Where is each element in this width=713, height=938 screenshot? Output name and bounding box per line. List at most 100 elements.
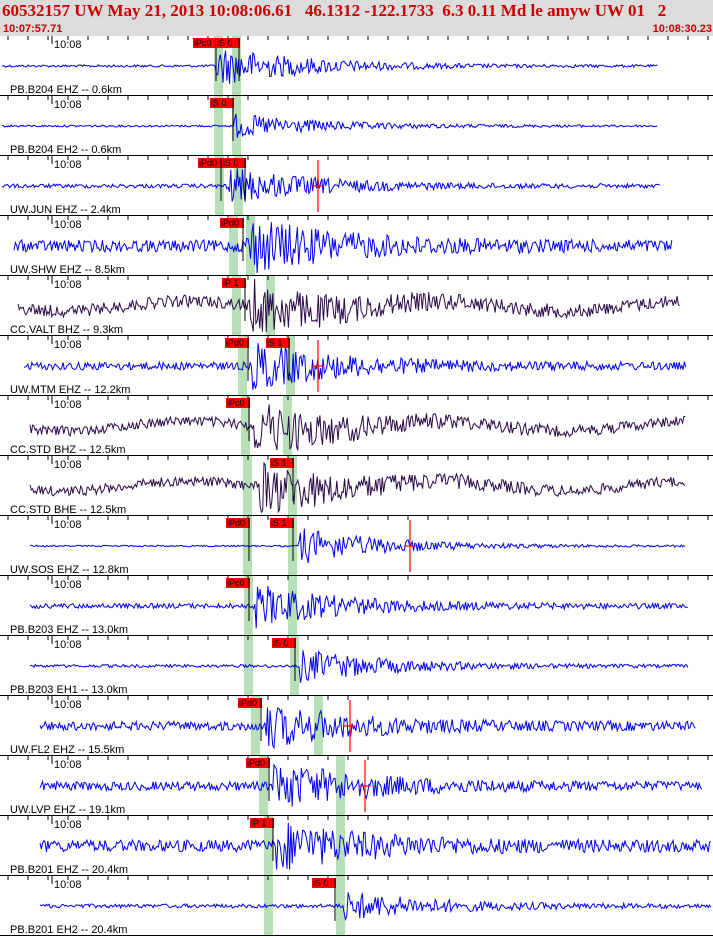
time-tick-label: 10:08: [54, 39, 82, 51]
waveform: [39, 892, 712, 922]
pick-box: [193, 38, 217, 48]
trace-row: 10:08 PB.B204 EHZ -- 0.6km iPc0 iS 0: [0, 36, 713, 96]
trace-row: 10:08 UW.JUN EHZ -- 2.4km iPd0 iS 0: [0, 156, 713, 216]
waveform: [1, 113, 658, 138]
record-header: 60532157 UW May 21, 2013 10:08:06.61 46.…: [0, 0, 713, 36]
trace-row: 10:08 CC.STD BHZ -- 12.5km iPc0: [0, 396, 713, 456]
time-tick-label: 10:08: [54, 399, 82, 411]
pick-window: [229, 216, 238, 276]
pick-label: iP 1: [251, 818, 266, 828]
pick-box: [312, 878, 336, 888]
pick-box: [226, 398, 250, 408]
pick-box: [246, 758, 270, 768]
station-label: UW.JUN EHZ -- 2.4km: [10, 204, 121, 216]
pick-box: [270, 518, 294, 528]
time-tick-label: 10:08: [54, 219, 82, 231]
station-label: UW.LVP EHZ -- 19.1km: [10, 804, 125, 816]
trace-row: 10:08 CC.VALT BHZ -- 9.3km iP 1: [0, 276, 713, 336]
pick-box: [226, 518, 250, 528]
time-tick-label: 10:08: [54, 339, 82, 351]
phase-pick: iPd0: [220, 218, 244, 261]
pick-window: [288, 576, 297, 636]
pick-window: [283, 396, 292, 456]
time-tick-label: 10:08: [54, 519, 82, 531]
phase-pick: iS 0: [210, 98, 234, 141]
pick-label: iPd0: [239, 698, 257, 708]
pick-label: iS 1: [271, 518, 287, 528]
station-label: PB.B204 EHZ -- 0.6km: [10, 84, 122, 96]
waveform: [39, 763, 703, 807]
time-tick-label: 10:08: [54, 579, 82, 591]
phase-pick: iP 1: [250, 818, 274, 861]
trace-row: 10:08 UW.SHW EHZ -- 8.5km iPd0: [0, 216, 713, 276]
pick-box: [222, 278, 246, 288]
time-tick-label: 10:08: [54, 699, 82, 711]
phase-pick: iS 1: [266, 338, 290, 381]
pick-window: [266, 276, 275, 336]
pick-label: iPc0: [194, 38, 212, 48]
station-label: UW.SHW EHZ -- 8.5km: [10, 264, 125, 276]
trace-row: 10:08 UW.SOS EHZ -- 12.8km iPd0 iS 1: [0, 516, 713, 576]
waveform: [39, 707, 696, 750]
phase-pick: iP 1: [222, 278, 246, 321]
station-label: PB.B201 EHZ -- 20.4km: [10, 864, 128, 876]
phase-pick: iPd0: [198, 158, 222, 201]
waveform: [39, 822, 712, 870]
pick-box: [250, 818, 274, 828]
pick-label: iS 0: [313, 878, 329, 888]
pick-window: [241, 396, 250, 456]
waveform: [1, 50, 658, 84]
pick-window: [286, 336, 295, 396]
pick-box: [210, 98, 234, 108]
event-title: 60532157 UW May 21, 2013 10:08:06.61 46.…: [2, 1, 667, 20]
pick-label: iS 1: [271, 458, 287, 468]
time-tick-label: 10:08: [54, 459, 82, 471]
seismogram-plot: 10:08 PB.B204 EHZ -- 0.6km iPc0 iS 0 10:08 PB…: [0, 36, 713, 936]
pick-label: iPd0: [199, 158, 217, 168]
waveform: [29, 528, 686, 563]
waveform: [29, 404, 686, 451]
pick-label: iP 1: [223, 278, 238, 288]
pick-window: [336, 876, 345, 936]
pick-box: [222, 158, 246, 168]
station-label: UW.MTM EHZ -- 12.2km: [10, 384, 130, 396]
time-tick-label: 10:08: [54, 639, 82, 651]
waveform: [1, 168, 661, 202]
phase-pick: iPc0: [226, 578, 250, 621]
station-label: PB.B203 EH1 -- 13.0km: [10, 684, 127, 696]
pick-label: iS 0: [211, 98, 227, 108]
trace-row: 10:08 PB.B204 EH2 -- 0.6km iS 0: [0, 96, 713, 156]
trace-row: 10:08 PB.B201 EHZ -- 20.4km iP 1: [0, 816, 713, 876]
station-label: CC.VALT BHZ -- 9.3km: [10, 324, 123, 336]
time-tick-label: 10:08: [54, 159, 82, 171]
pick-box: [238, 698, 262, 708]
phase-pick: iS 1: [270, 518, 294, 561]
pick-label: iS 0: [223, 158, 239, 168]
station-label: PB.B201 EH2 -- 20.4km: [10, 924, 127, 936]
waveform: [23, 343, 687, 390]
station-label: CC.STD BHZ -- 12.5km: [10, 444, 126, 456]
station-label: UW.FL2 EHZ -- 15.5km: [10, 744, 124, 756]
window-end-time: 10:08:30.23: [652, 23, 712, 35]
pick-box: [198, 158, 222, 168]
waveform: [17, 278, 680, 332]
pick-window: [336, 816, 345, 876]
pick-box: [272, 638, 296, 648]
time-tick-label: 10:08: [54, 99, 82, 111]
pick-box: [266, 338, 290, 348]
trace-row: 10:08 UW.LVP EHZ -- 19.1km iPd0: [0, 756, 713, 816]
waveform: [13, 222, 673, 274]
phase-pick: iPc0: [193, 38, 217, 81]
pick-window: [246, 216, 255, 276]
pick-label: iS 0: [217, 38, 233, 48]
pick-window: [238, 336, 247, 396]
phase-pick: iS 0: [216, 38, 240, 81]
phase-pick: iPd0: [225, 338, 249, 381]
phase-pick: iS 1: [270, 458, 294, 501]
waveform: [29, 461, 686, 514]
waveform: [29, 650, 689, 683]
phase-pick: iPd0: [246, 758, 270, 801]
phase-pick: iS 0: [272, 638, 296, 681]
pick-window: [215, 156, 224, 216]
trace-row: 10:08 UW.MTM EHZ -- 12.2km iPd0 iS 1: [0, 336, 713, 396]
